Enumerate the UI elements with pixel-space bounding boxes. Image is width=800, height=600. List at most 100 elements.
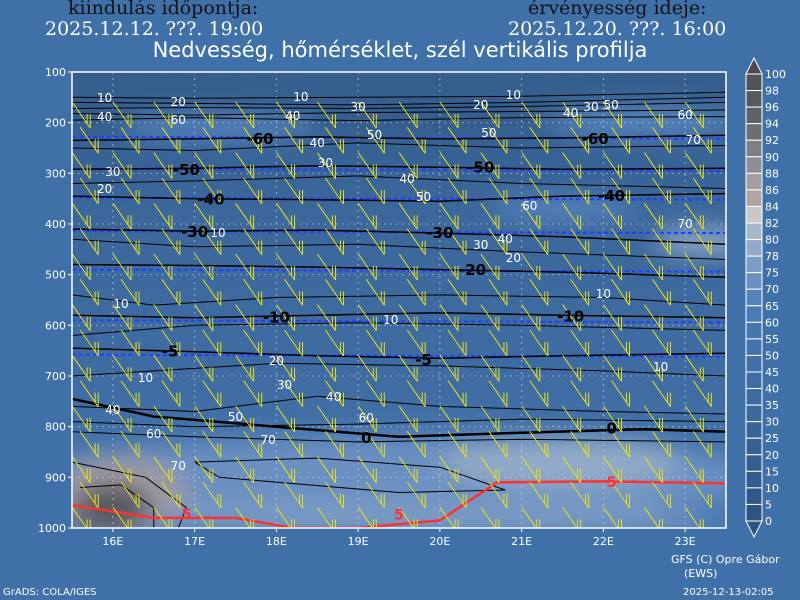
x-tick-label: 20E <box>429 535 450 548</box>
wind-barb <box>521 456 541 483</box>
wind-barb <box>692 177 712 205</box>
wind-barb <box>153 355 173 382</box>
wind-barb <box>570 228 590 255</box>
wind-barb <box>562 405 582 433</box>
humidity-region <box>137 502 710 528</box>
wind-barb <box>79 228 99 255</box>
wind-barb <box>398 152 418 179</box>
wind-barb <box>644 405 663 433</box>
wind-barb <box>161 329 181 357</box>
wind-barb <box>365 431 385 458</box>
legend-swatch <box>745 239 763 257</box>
legend-label: 90 <box>765 151 779 164</box>
humidity-label: 10 <box>138 371 153 385</box>
wind-barb <box>153 101 173 129</box>
wind-barb <box>684 253 704 281</box>
wind-barb <box>325 431 344 458</box>
wind-barb <box>644 304 663 331</box>
legend-swatch <box>745 388 763 406</box>
wind-barb <box>398 355 418 382</box>
legend-swatch <box>745 404 763 423</box>
legend-swatch <box>745 503 763 522</box>
humidity-contour <box>72 142 726 152</box>
wind-barb <box>79 329 99 357</box>
humidity-label: 70 <box>686 133 701 147</box>
legend-swatch <box>745 354 763 373</box>
humidity-contour <box>72 175 726 189</box>
temperature-label: 5 <box>607 475 617 491</box>
wind-barb <box>112 405 132 433</box>
humidity-label: 60 <box>677 108 692 122</box>
wind-barb <box>521 152 541 179</box>
wind-barb <box>406 127 426 154</box>
wind-barb <box>439 456 459 483</box>
legend-label: 100 <box>765 68 786 81</box>
wind-barb <box>562 304 582 331</box>
wind-barb <box>692 127 712 154</box>
wind-barb <box>276 355 296 382</box>
wind-barb <box>406 481 426 509</box>
humidity-label: 30 <box>350 100 365 114</box>
wind-barb <box>112 304 132 331</box>
humidity-label: 10 <box>97 91 112 105</box>
wind-barb <box>570 481 590 509</box>
legend-label: 88 <box>765 167 779 180</box>
wind-barb <box>488 177 508 205</box>
wind-barb <box>120 279 140 306</box>
contour-label-layer: -60 -60-50 -50-40 -40-30 -30-20-10 -10-5 -5005… <box>97 88 701 524</box>
wind-barb <box>480 456 500 483</box>
wind-barb <box>398 101 418 129</box>
wind-barb <box>562 152 582 179</box>
wind-barb <box>562 203 582 230</box>
humidity-label: 40 <box>310 136 325 150</box>
wind-barb <box>325 481 344 509</box>
wind-barb <box>161 177 181 205</box>
wind-barb <box>611 127 631 154</box>
wind-barb <box>325 279 344 306</box>
temperature-contour <box>72 134 726 142</box>
humidity-region <box>72 72 726 128</box>
wind-barb <box>439 304 459 331</box>
wind-barb <box>243 279 263 306</box>
humidity-label: 30 <box>583 100 598 114</box>
wind-barb <box>317 456 336 483</box>
humidity-label: 30 <box>277 378 292 392</box>
wind-barb <box>202 177 222 205</box>
legend-swatch <box>745 288 763 307</box>
wind-barb <box>365 177 385 205</box>
wind-barb-staff <box>317 507 333 528</box>
humidity-label: 10 <box>293 90 308 104</box>
wind-barb-staff <box>357 507 374 528</box>
wind-barb <box>153 152 173 179</box>
humidity-contour <box>72 238 726 260</box>
wind-barb <box>684 405 704 433</box>
wind-barb <box>72 456 91 483</box>
wind-barb <box>529 228 549 255</box>
wind-barb <box>243 431 263 458</box>
temperature-contour <box>72 263 726 278</box>
wind-barb <box>684 456 704 483</box>
legend-label: 80 <box>765 234 779 247</box>
legend-label: 86 <box>765 184 779 197</box>
wind-barb-staff <box>603 507 619 528</box>
wind-barb <box>79 481 99 509</box>
wind-barb <box>153 405 173 433</box>
wind-barb-staff <box>521 507 537 528</box>
wind-barb <box>521 355 541 382</box>
wind-barb <box>692 228 712 255</box>
wind-barb <box>603 253 623 281</box>
temperature-label: -5 <box>415 351 432 369</box>
wind-barb <box>202 127 222 154</box>
wind-barb <box>357 405 377 433</box>
wind-barb <box>317 405 336 433</box>
wind-barb <box>284 431 304 458</box>
legend-label: 10 <box>765 482 779 495</box>
wind-barb <box>562 253 582 281</box>
temperature-label: 5 <box>394 507 404 523</box>
humidity-contour <box>72 294 726 306</box>
humidity-label: 30 <box>473 238 488 252</box>
wind-barb <box>194 355 214 382</box>
wind-barb <box>480 304 500 331</box>
wind-barb <box>562 101 582 129</box>
wind-barb <box>406 228 426 255</box>
